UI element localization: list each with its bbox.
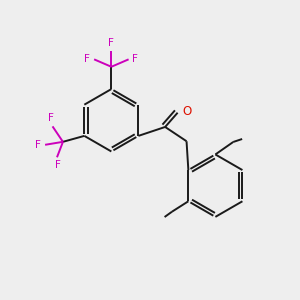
Text: O: O bbox=[182, 105, 192, 118]
Text: F: F bbox=[108, 38, 114, 48]
Text: F: F bbox=[55, 160, 61, 170]
Text: F: F bbox=[35, 140, 41, 150]
Text: F: F bbox=[48, 113, 54, 123]
Text: F: F bbox=[84, 54, 90, 64]
Text: F: F bbox=[133, 54, 138, 64]
